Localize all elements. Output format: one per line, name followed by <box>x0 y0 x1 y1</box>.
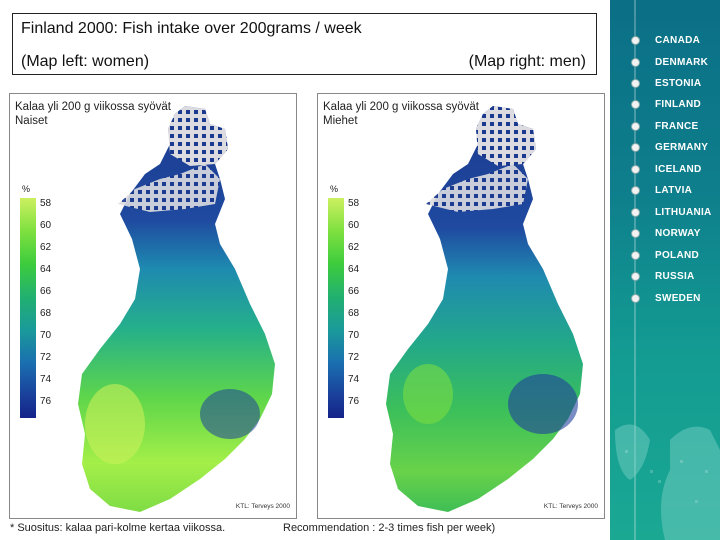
map-credit: KTL: Terveys 2000 <box>235 503 290 510</box>
legend-tick: 64 <box>40 264 52 275</box>
legend-tick: 64 <box>348 264 360 275</box>
legend-labels: 58 60 62 64 66 68 70 72 74 76 <box>348 198 378 418</box>
legend-tick: 58 <box>40 198 52 209</box>
map-caption-line1: Kalaa yli 200 g viikossa syövät <box>323 101 479 113</box>
nav-item-label: ESTONIA <box>655 78 702 89</box>
legend-tick: 62 <box>40 242 52 253</box>
nav-item-label: LATVIA <box>655 185 693 196</box>
bullet-icon <box>631 251 640 260</box>
nav-item-label: LITHUANIA <box>655 207 712 218</box>
nav-item-label: CANADA <box>655 35 701 46</box>
page-title: Finland 2000: Fish intake over 200grams … <box>21 20 362 37</box>
map-caption-line2: Miehet <box>323 115 358 127</box>
legend-tick: 60 <box>348 220 360 231</box>
nav-item-denmark[interactable]: DENMARK <box>610 54 720 72</box>
legend-tick: 76 <box>348 396 360 407</box>
nav-item-russia[interactable]: RUSSIA <box>610 268 720 286</box>
nav-item-finland[interactable]: FINLAND <box>610 96 720 114</box>
legend-tick: 68 <box>40 308 52 319</box>
nav-item-sweden[interactable]: SWEDEN <box>610 290 720 308</box>
bullet-icon <box>631 165 640 174</box>
legend-tick: 72 <box>348 352 360 363</box>
nav-item-estonia[interactable]: ESTONIA <box>610 75 720 93</box>
legend-color-bar <box>328 198 344 418</box>
bullet-icon <box>631 208 640 217</box>
nav-item-france[interactable]: FRANCE <box>610 118 720 136</box>
bullet-icon <box>631 229 640 238</box>
legend-tick: 74 <box>348 374 360 385</box>
bullet-icon <box>631 122 640 131</box>
map-men: Kalaa yli 200 g viikossa syövät Miehet %… <box>317 93 605 519</box>
legend-unit: % <box>22 184 31 194</box>
nav-item-latvia[interactable]: LATVIA <box>610 182 720 200</box>
nav-item-label: ICELAND <box>655 164 702 175</box>
bullet-icon <box>631 143 640 152</box>
legend-tick: 60 <box>40 220 52 231</box>
bullet-icon <box>631 79 640 88</box>
legend-tick: 68 <box>348 308 360 319</box>
nav-item-label: FRANCE <box>655 121 699 132</box>
country-sidebar: CANADA DENMARK ESTONIA FINLAND FRANCE GE… <box>610 0 720 540</box>
map-women: Kalaa yli 200 g viikossa syövät Naiset %… <box>9 93 297 519</box>
nav-item-label: GERMANY <box>655 142 709 153</box>
nav-item-label: RUSSIA <box>655 271 695 282</box>
subtitle-women: (Map left: women) <box>21 53 150 70</box>
nav-item-poland[interactable]: POLAND <box>610 247 720 265</box>
title-box: Finland 2000: Fish intake over 200grams … <box>12 13 597 75</box>
nav-item-label: FINLAND <box>655 99 701 110</box>
legend-tick: 72 <box>40 352 52 363</box>
map-credit: KTL: Terveys 2000 <box>543 503 598 510</box>
nav-item-label: DENMARK <box>655 57 709 68</box>
legend-tick: 66 <box>40 286 52 297</box>
finland-map-men <box>386 106 583 512</box>
legend-color-bar <box>20 198 36 418</box>
finland-map-women <box>78 106 275 512</box>
bullet-icon <box>631 58 640 67</box>
nav-item-label: SWEDEN <box>655 293 701 304</box>
legend-tick: 62 <box>348 242 360 253</box>
nav-item-label: NORWAY <box>655 228 701 239</box>
legend-labels: 58 60 62 64 66 68 70 72 74 76 <box>40 198 70 418</box>
legend-tick: 66 <box>348 286 360 297</box>
footnote-english: Recommendation : 2-3 times fish per week… <box>283 522 496 534</box>
legend-tick: 74 <box>40 374 52 385</box>
sidebar-decoration <box>615 0 720 540</box>
bullet-icon <box>631 36 640 45</box>
nav-item-germany[interactable]: GERMANY <box>610 139 720 157</box>
footnote-finnish: * Suositus: kalaa pari-kolme kertaa viik… <box>10 522 226 534</box>
finland-shape <box>386 106 583 512</box>
legend-tick: 70 <box>40 330 52 341</box>
bullet-icon <box>631 294 640 303</box>
bullet-icon <box>631 100 640 109</box>
legend-tick: 76 <box>40 396 52 407</box>
bullet-icon <box>631 186 640 195</box>
legend-tick: 70 <box>348 330 360 341</box>
nav-item-label: POLAND <box>655 250 700 261</box>
map-caption-line2: Naiset <box>15 115 48 127</box>
map-caption: Kalaa yli 200 g viikossa syövät Miehet <box>323 100 479 128</box>
map-caption-line1: Kalaa yli 200 g viikossa syövät <box>15 101 171 113</box>
nav-item-norway[interactable]: NORWAY <box>610 225 720 243</box>
map-caption: Kalaa yli 200 g viikossa syövät Naiset <box>15 100 171 128</box>
legend-tick: 58 <box>348 198 360 209</box>
nav-item-lithuania[interactable]: LITHUANIA <box>610 204 720 222</box>
nav-item-canada[interactable]: CANADA <box>610 32 720 50</box>
bullet-icon <box>631 272 640 281</box>
nav-item-iceland[interactable]: ICELAND <box>610 161 720 179</box>
legend-unit: % <box>330 184 339 194</box>
subtitle-men: (Map right: men) <box>468 53 586 70</box>
